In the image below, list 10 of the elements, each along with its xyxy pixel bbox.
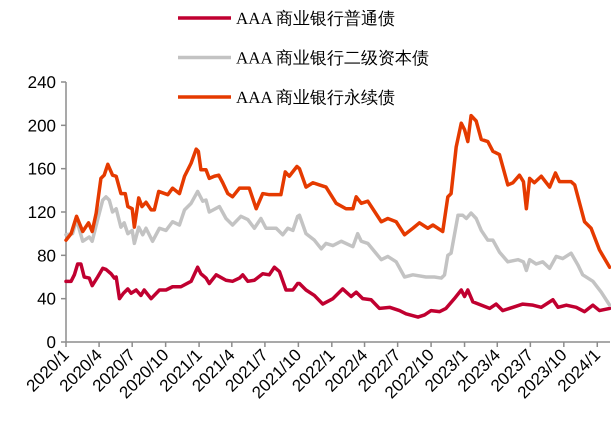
y-tick-label: 240: [28, 73, 56, 92]
y-tick-label: 120: [28, 203, 56, 222]
y-tick-label: 200: [28, 116, 56, 136]
legend-label: AAA 商业银行二级资本债: [236, 48, 430, 68]
y-tick-label: 80: [37, 246, 56, 266]
y-tick-label: 0: [46, 333, 56, 352]
y-tick-label: 160: [28, 160, 56, 179]
y-tick-label: 40: [37, 290, 56, 309]
legend-label: AAA 商业银行永续债: [236, 88, 396, 107]
legend-label: AAA 商业银行普通债: [236, 9, 396, 28]
